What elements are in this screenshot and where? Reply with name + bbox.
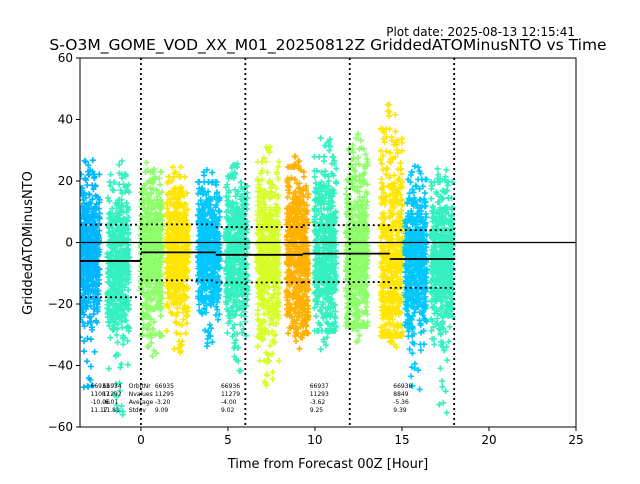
cluster-6 bbox=[254, 144, 282, 389]
scatter-outlier bbox=[264, 371, 270, 377]
cluster-4 bbox=[195, 167, 223, 349]
scatter-point bbox=[255, 307, 261, 313]
scatter-point bbox=[114, 332, 120, 338]
scatter-point bbox=[117, 364, 123, 370]
scatter-outlier bbox=[145, 344, 151, 350]
cluster-0 bbox=[75, 157, 103, 390]
scatter-outlier bbox=[178, 164, 184, 170]
scatter-outlier bbox=[238, 368, 244, 374]
scatter-point bbox=[125, 362, 131, 368]
scatter-point bbox=[305, 298, 311, 304]
scatter-outlier bbox=[82, 158, 88, 164]
scatter-point bbox=[108, 172, 114, 178]
scatter-point bbox=[216, 208, 222, 214]
scatter-point bbox=[276, 159, 282, 165]
scatter-outlier bbox=[270, 376, 276, 382]
scatter-point bbox=[272, 332, 278, 338]
scatter-point bbox=[255, 344, 261, 350]
scatter-point bbox=[238, 312, 244, 318]
scatter-outlier bbox=[120, 412, 126, 418]
scatter-point bbox=[115, 339, 121, 345]
scatter-point bbox=[107, 335, 113, 341]
clipped-group: 6693311087-10.0611.176693411292-6.0111.8… bbox=[75, 58, 576, 427]
scatter-outlier bbox=[318, 346, 324, 352]
cluster-8 bbox=[311, 135, 339, 352]
cluster-3 bbox=[163, 164, 191, 355]
scatter-point bbox=[106, 366, 112, 372]
scatter-point bbox=[125, 287, 131, 293]
scatter-point bbox=[201, 179, 207, 185]
scatter-outlier bbox=[270, 369, 276, 375]
cluster-9 bbox=[343, 131, 371, 345]
scatter-outlier bbox=[209, 339, 215, 345]
scatter-outlier bbox=[88, 363, 94, 369]
cluster-5 bbox=[223, 161, 251, 374]
plot-layer: 6693311087-10.0611.176693411292-6.0111.8… bbox=[75, 58, 576, 427]
scatter-outlier bbox=[209, 170, 215, 176]
scatter-point bbox=[164, 328, 170, 334]
scatter-point bbox=[224, 330, 230, 336]
cluster-7 bbox=[284, 153, 312, 352]
scatter-point bbox=[88, 336, 94, 342]
scatter-point bbox=[81, 348, 87, 354]
scatter-point bbox=[184, 320, 190, 326]
scatter-point bbox=[157, 182, 163, 188]
scatter-outlier bbox=[318, 135, 324, 141]
scatter-outlier bbox=[81, 384, 87, 390]
scatter-point bbox=[158, 169, 164, 175]
scatter-point bbox=[92, 349, 98, 355]
scatter-point bbox=[118, 361, 124, 367]
scatter-point bbox=[313, 313, 319, 319]
scatter-point bbox=[275, 176, 281, 182]
scatter-outlier bbox=[149, 353, 155, 359]
scatter-point bbox=[195, 179, 201, 185]
scatter-point bbox=[158, 313, 164, 319]
scatter-point bbox=[180, 317, 186, 323]
scatter-point bbox=[276, 358, 282, 364]
scatter-point bbox=[120, 341, 126, 347]
scatter-outlier bbox=[322, 143, 328, 149]
scatter-point bbox=[183, 330, 189, 336]
scatter-outlier bbox=[90, 157, 96, 163]
scatter-outlier bbox=[326, 148, 332, 154]
scatter-outlier bbox=[171, 346, 177, 352]
scatter-point bbox=[84, 358, 90, 364]
scatter-point bbox=[312, 174, 318, 180]
scatter-outlier bbox=[293, 338, 299, 344]
cluster-1 bbox=[104, 158, 132, 418]
scatter-outlier bbox=[204, 340, 210, 346]
scatter-outlier bbox=[297, 346, 303, 352]
scatter-point bbox=[264, 169, 270, 175]
chart-title: S-O3M_GOME_VOD_XX_M01_20250812Z GriddedA… bbox=[49, 36, 606, 55]
scatter-outlier bbox=[144, 160, 150, 166]
scatter-point bbox=[237, 321, 243, 327]
scatter-point bbox=[321, 154, 327, 160]
